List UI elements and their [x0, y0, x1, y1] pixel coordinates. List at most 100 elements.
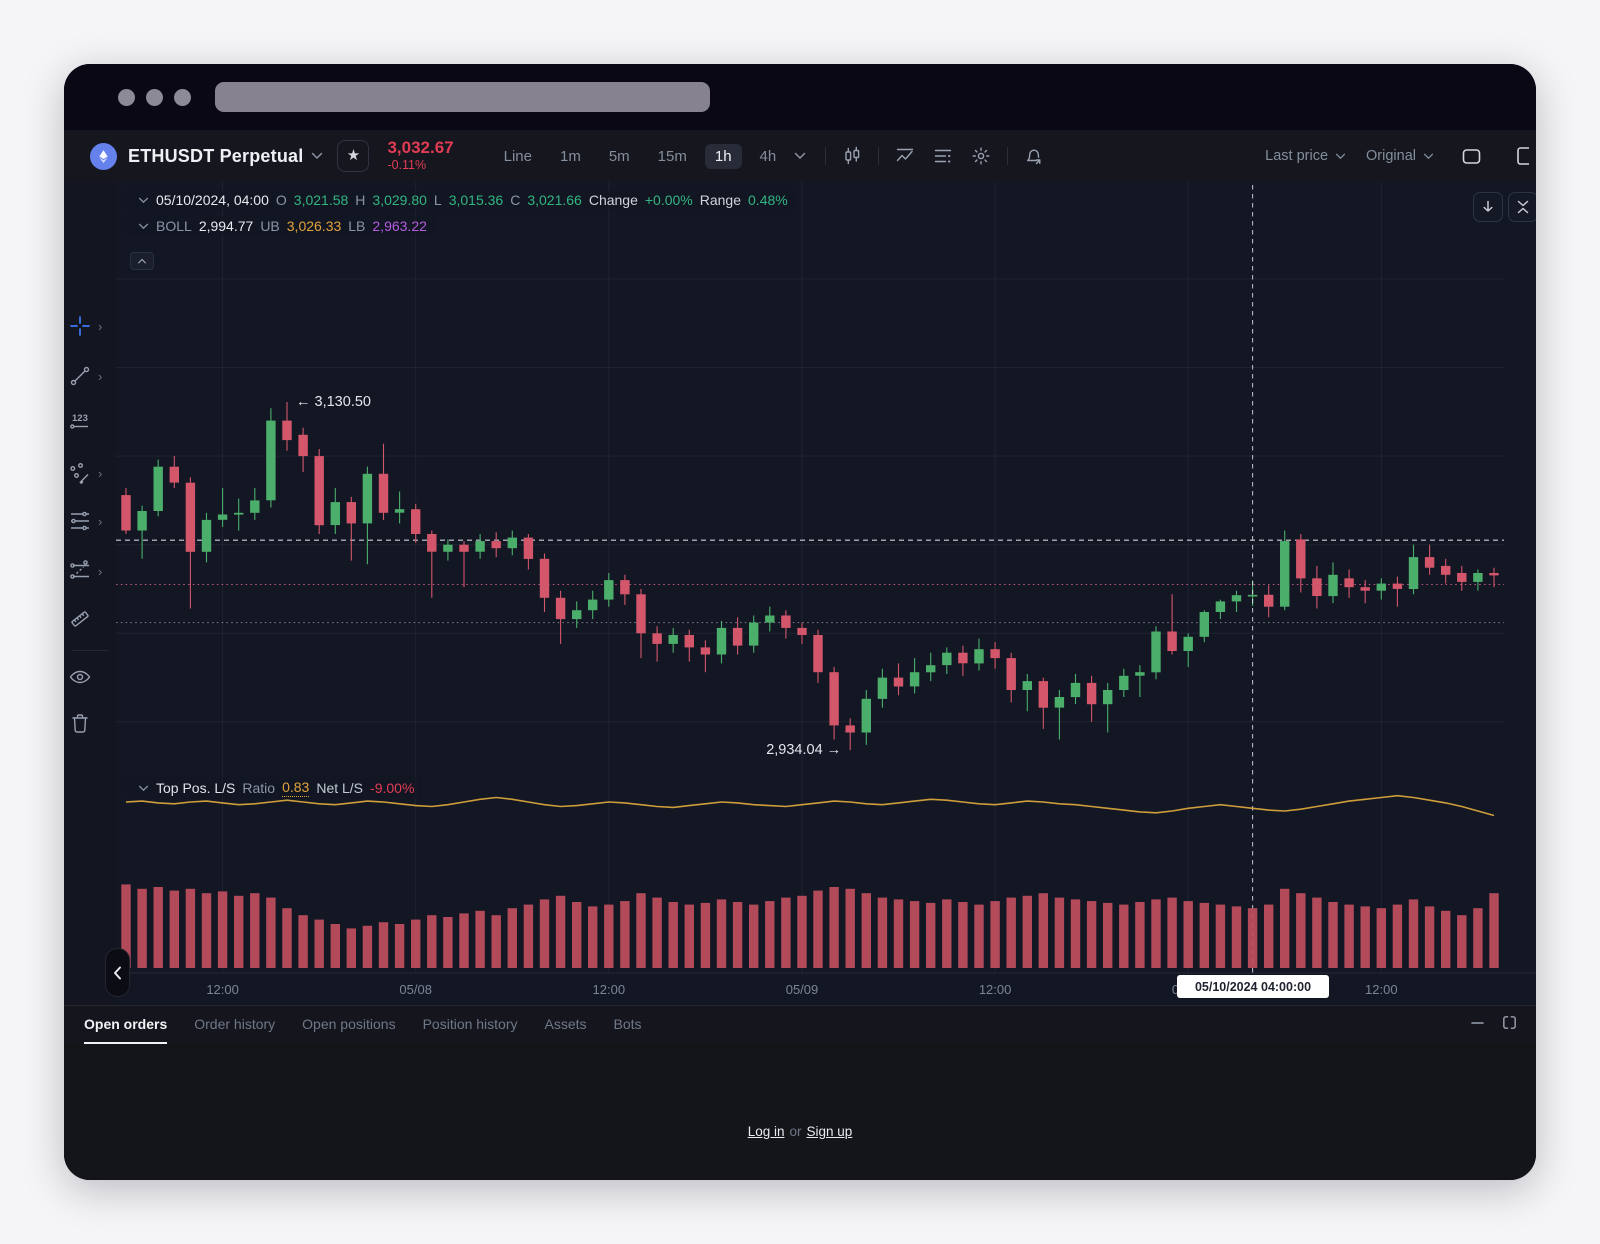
horizontal-lines-tool-icon[interactable] — [68, 509, 92, 533]
toolbar-separator — [878, 147, 880, 165]
ohlc-date: 05/10/2024, 04:00 — [156, 192, 269, 208]
screenshot-icon[interactable] — [1454, 141, 1488, 171]
candles-icon[interactable] — [835, 141, 869, 171]
pattern-tool-icon[interactable] — [68, 461, 92, 485]
ohlc-value-change: +0.00% — [644, 192, 693, 208]
alert-bell-icon[interactable] — [1017, 141, 1051, 171]
favorite-star-button[interactable]: ★ — [337, 140, 370, 172]
tab-open-orders[interactable]: Open orders — [84, 1006, 168, 1044]
timeframe-line[interactable]: Line — [503, 147, 532, 165]
svg-text:2,934.04 →: 2,934.04 → — [766, 742, 841, 758]
boll-value: 2,994.77 — [198, 218, 254, 234]
ls-net-value: -9.00% — [370, 780, 415, 796]
position-tool-tool-icon[interactable] — [68, 559, 92, 583]
ruler-tool-icon[interactable] — [68, 607, 92, 631]
trend-line-tool-expand-chevron-icon[interactable]: › — [98, 368, 103, 384]
svg-text:12:00: 12:00 — [979, 982, 1012, 997]
boll-row: BOLL 2,994.77 UB 3,026.33 LB 2,963.22 — [126, 216, 435, 236]
traffic-light-icon[interactable] — [146, 89, 163, 106]
price-source-label: Last price — [1265, 148, 1329, 164]
ohlc-value-o: 3,021.58 — [293, 192, 349, 208]
ls-name: Top Pos. L/S — [156, 780, 236, 796]
ohlc-label-h: H — [355, 192, 366, 208]
crosshair-tool-expand-chevron-icon[interactable]: › — [98, 318, 103, 334]
traffic-light-icon[interactable] — [118, 89, 135, 106]
timeframe-group: Line 1m 5m 15m 1h 4h — [494, 143, 787, 169]
symbol-title[interactable]: ETHUSDT Perpetual — [128, 145, 304, 166]
topbar: ETHUSDT Perpetual ★ 3,032.67 -0.11% Line… — [64, 130, 1536, 182]
timeframe-15m[interactable]: 15m — [657, 147, 687, 165]
chevron-down-icon[interactable] — [311, 152, 323, 160]
layout-list-icon[interactable] — [926, 141, 960, 171]
ohlc-label-range: Range — [699, 192, 742, 208]
collapse-indicators-button[interactable] — [130, 252, 154, 270]
minimize-panel-icon[interactable] — [1470, 1015, 1485, 1035]
candlestick-chart[interactable]: ← 3,130.50 2,934.04 → 12:00 05/08 12:00 05/09… — [116, 182, 1536, 1005]
crosshair-tool-icon[interactable] — [68, 314, 92, 338]
ohlc-label-change: Change — [588, 192, 638, 208]
ohlc-value-h: 3,029.80 — [372, 192, 427, 208]
timeframe-1h[interactable]: 1h — [704, 143, 742, 169]
horizontal-lines-tool-expand-chevron-icon[interactable]: › — [98, 513, 103, 529]
collapse-ohlc-icon[interactable] — [138, 197, 149, 204]
last-price: 3,032.67 — [387, 137, 454, 157]
collapse-ls-icon[interactable] — [138, 785, 149, 792]
ohlc-value-l: 3,015.36 — [448, 192, 504, 208]
price-change-pct: -0.11% — [387, 158, 427, 173]
more-timeframes-chevron-icon[interactable] — [794, 152, 806, 160]
ohlc-label-o: O — [275, 192, 287, 208]
trend-line-tool-icon[interactable] — [68, 364, 92, 388]
side-panel-toggle-icon[interactable] — [1508, 141, 1536, 171]
symbol-group: ETHUSDT Perpetual ★ 3,032.67 -0.11% Line… — [64, 137, 1051, 173]
ls-ratio-value[interactable]: 0.83 — [282, 779, 310, 797]
chart-corner-buttons — [1473, 192, 1536, 222]
ohlc-label-c: C — [510, 192, 521, 208]
scroll-down-button[interactable] — [1473, 192, 1503, 222]
orders-panel-body — [64, 1044, 1536, 1180]
tab-position-history[interactable]: Position history — [422, 1016, 518, 1032]
panel-collapse-handle[interactable] — [105, 948, 130, 997]
scale-mode-label: Original — [1366, 148, 1416, 164]
ohlc-value-range: 0.48% — [748, 192, 788, 208]
svg-text:12:00: 12:00 — [1365, 982, 1398, 997]
pattern-tool-expand-chevron-icon[interactable]: › — [98, 465, 103, 481]
timeframe-1m[interactable]: 1m — [559, 147, 581, 165]
orders-tabbar: Open orders Order history Open positions Po… — [64, 1005, 1536, 1045]
ls-net-label: Net L/S — [316, 780, 364, 796]
toolbar-separator — [1007, 147, 1009, 165]
price-label-tool-icon[interactable]: 123 — [68, 410, 92, 434]
boll-value-lb: 2,963.22 — [372, 218, 427, 234]
traffic-light-icon[interactable] — [174, 89, 191, 106]
chart-canvas[interactable]: ← 3,130.50 2,934.04 → 12:00 05/08 12:00 05/09… — [116, 182, 1536, 1005]
login-footer: Log in or Sign up — [64, 1124, 1536, 1139]
url-bar[interactable] — [215, 82, 710, 112]
tab-open-positions[interactable]: Open positions — [302, 1016, 396, 1032]
toolbar-divider — [72, 650, 108, 651]
settings-gear-icon[interactable] — [964, 141, 998, 171]
timeframe-5m[interactable]: 5m — [608, 147, 630, 165]
sign-up-link[interactable]: Sign up — [806, 1124, 853, 1139]
long-short-ratio-row: Top Pos. L/S Ratio 0.83 Net L/S -9.00% — [126, 777, 423, 799]
chart-tools-group — [820, 141, 1051, 171]
tab-order-history[interactable]: Order history — [194, 1016, 276, 1032]
svg-text:← 3,130.50: ← 3,130.50 — [296, 394, 371, 410]
eth-logo-icon — [90, 142, 117, 170]
tabbar-actions — [1470, 1006, 1518, 1044]
timeframe-4h[interactable]: 4h — [759, 147, 777, 165]
indicator-icon[interactable] — [888, 141, 922, 171]
log-in-link[interactable]: Log in — [747, 1124, 785, 1139]
ohlc-label-l: L — [433, 192, 442, 208]
collapse-pane-button[interactable] — [1508, 192, 1536, 222]
boll-label-ub: UB — [260, 218, 280, 234]
position-tool-tool-expand-chevron-icon[interactable]: › — [98, 563, 103, 579]
tab-assets[interactable]: Assets — [544, 1016, 587, 1032]
svg-text:05/09: 05/09 — [786, 982, 819, 997]
collapse-boll-icon[interactable] — [138, 223, 149, 230]
expand-panel-icon[interactable] — [1501, 1014, 1518, 1036]
price-source-dropdown[interactable]: Last price — [1265, 148, 1346, 164]
tab-bots[interactable]: Bots — [613, 1016, 642, 1032]
scale-mode-dropdown[interactable]: Original — [1366, 148, 1434, 164]
trash-tool-icon[interactable] — [68, 711, 92, 735]
eye-tool-icon[interactable] — [68, 665, 92, 689]
